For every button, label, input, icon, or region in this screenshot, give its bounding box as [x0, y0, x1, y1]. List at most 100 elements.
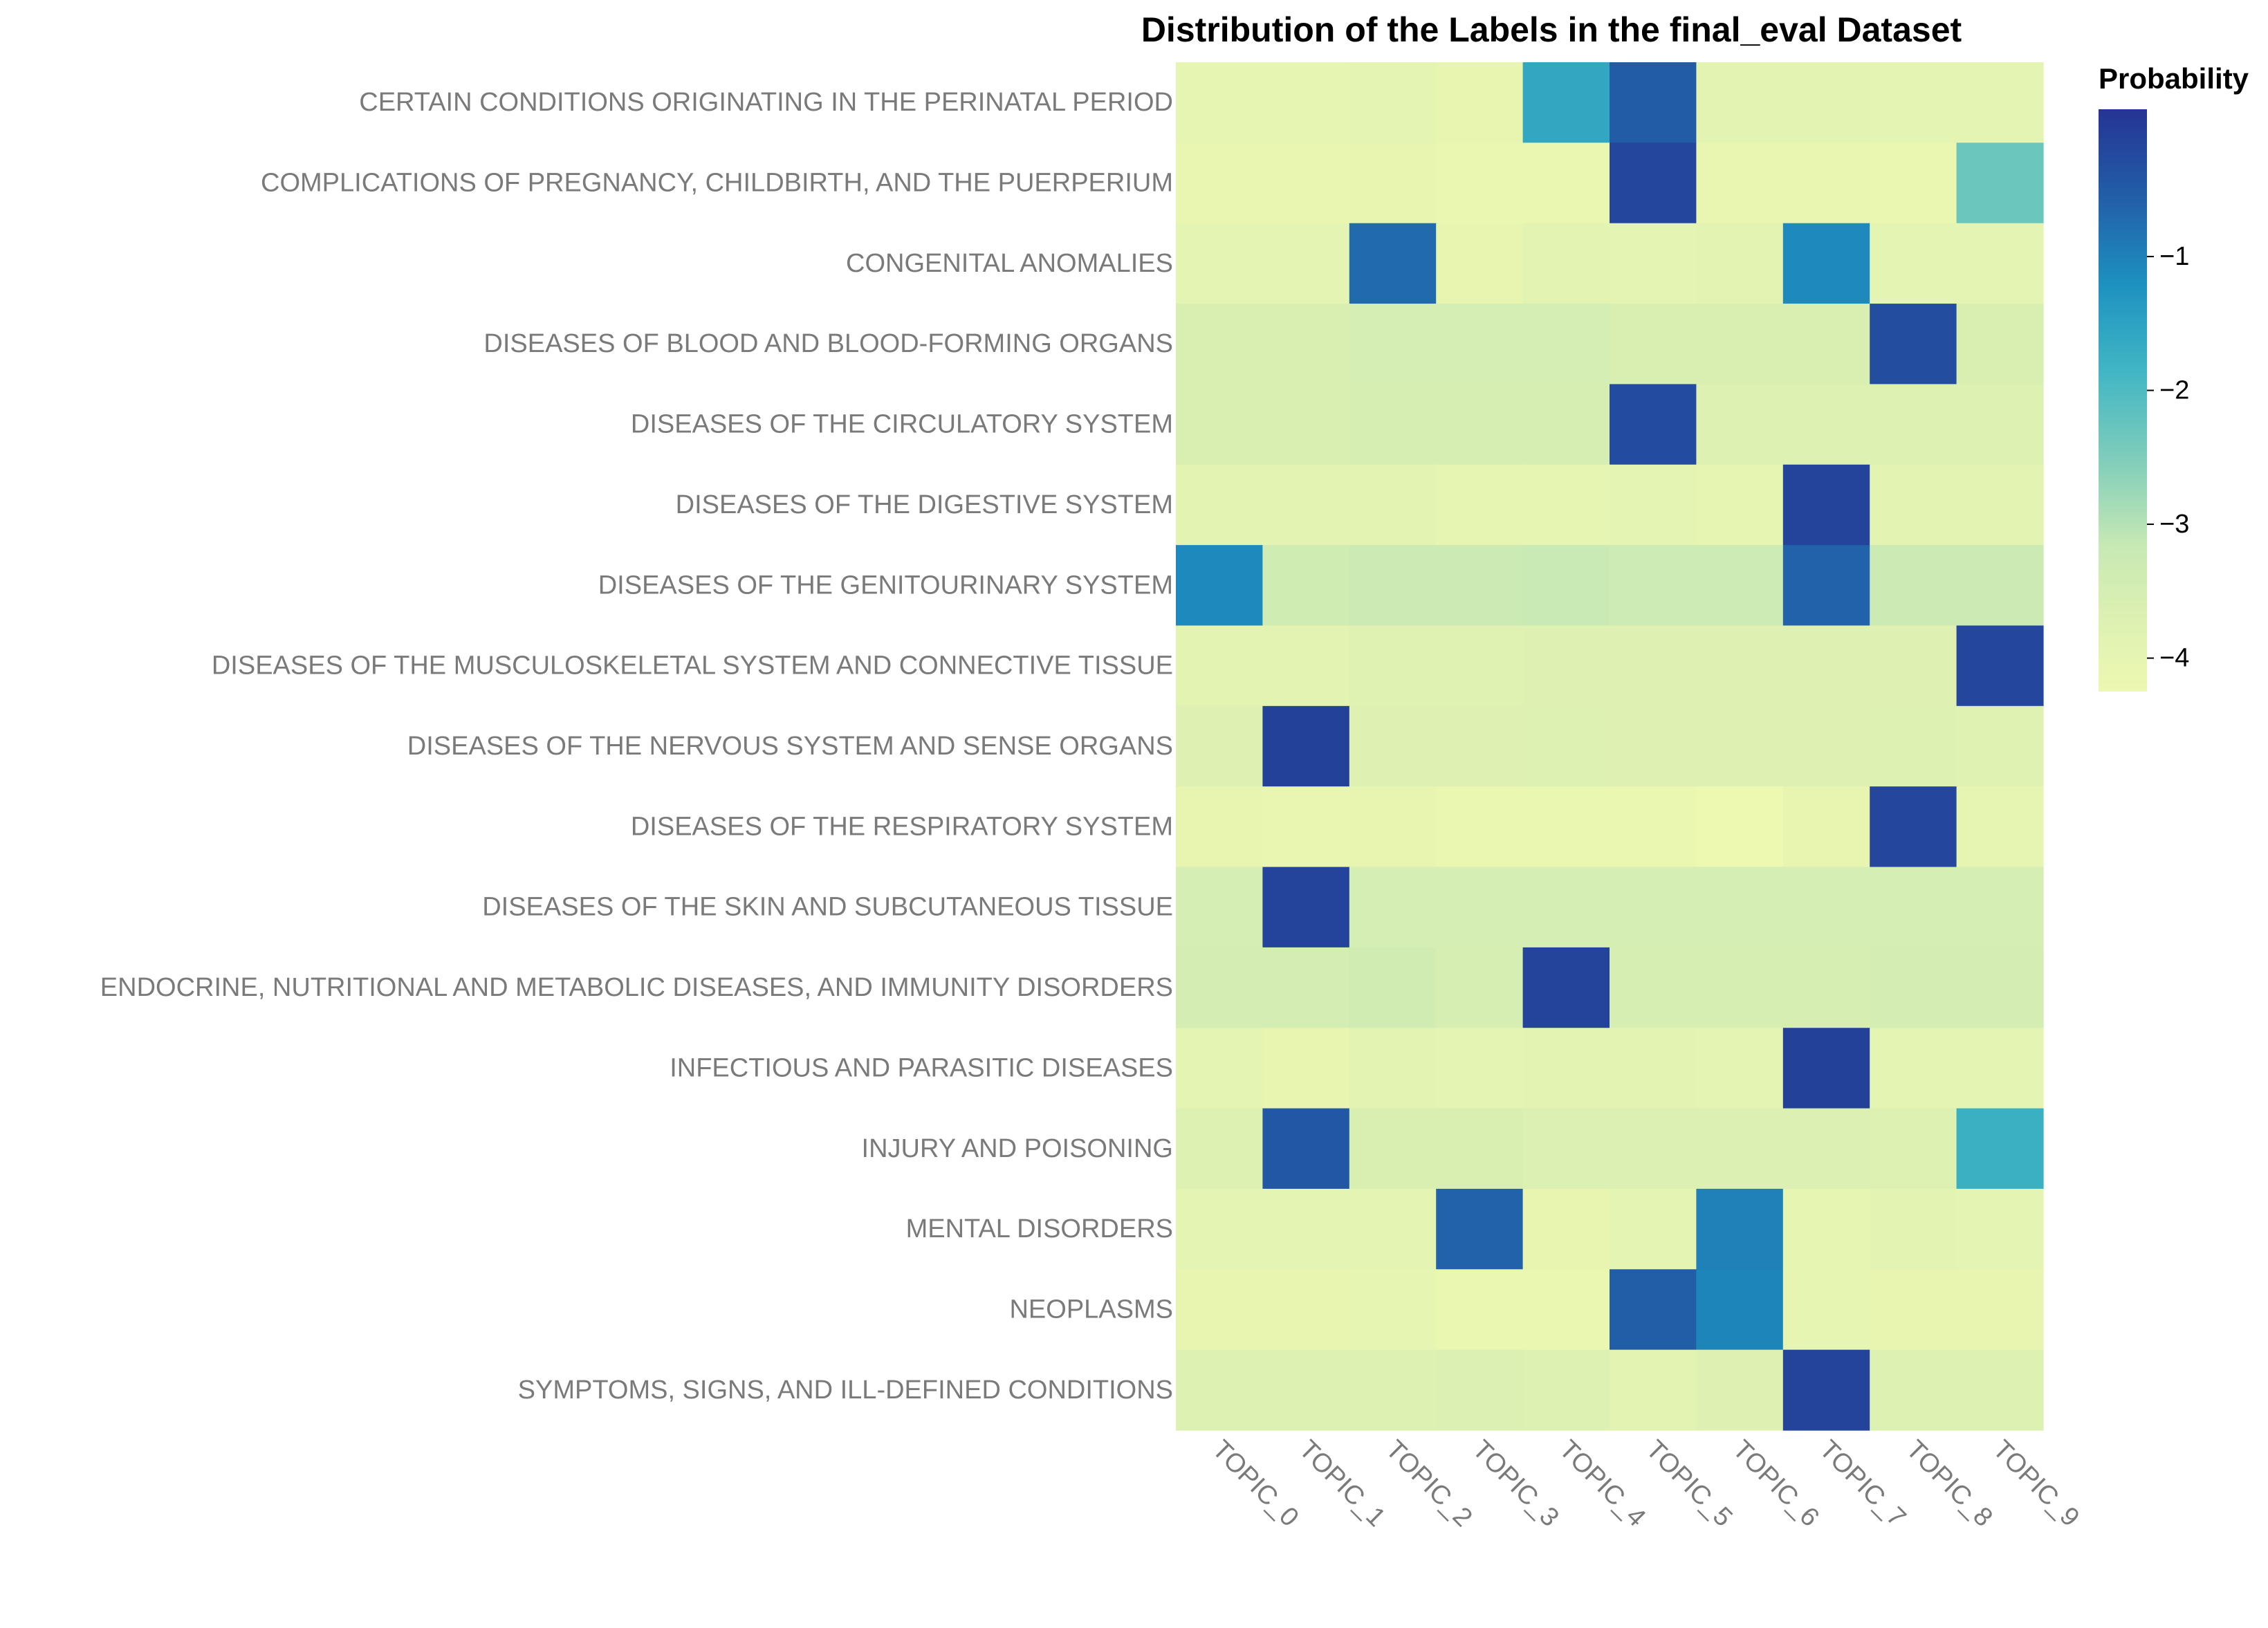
heatmap-cell [1349, 1188, 1437, 1270]
heatmap-cell [1522, 142, 1610, 224]
heatmap-cell [1262, 1108, 1350, 1190]
row-label: DISEASES OF THE DIGESTIVE SYSTEM [676, 490, 1173, 519]
heatmap-cell [1870, 1269, 1957, 1351]
heatmap-cell [1696, 1349, 1784, 1431]
heatmap-cell [1696, 1028, 1784, 1109]
heatmap-cell [1436, 223, 1524, 304]
heatmap-cell [1782, 947, 1870, 1028]
heatmap-cell [1522, 384, 1610, 465]
heatmap-cell [1610, 545, 1697, 627]
heatmap-cell [1870, 1349, 1957, 1431]
column-label: TOPIC_7 [1814, 1435, 1911, 1533]
heatmap-cell [1610, 384, 1697, 465]
column-label: TOPIC_9 [1987, 1435, 2085, 1533]
heatmap-cell [1696, 384, 1784, 465]
heatmap-cell [1262, 142, 1350, 224]
heatmap-cell [1782, 1349, 1870, 1431]
heatmap-cell [1782, 464, 1870, 546]
heatmap-cell [1610, 62, 1697, 143]
row-label: ENDOCRINE, NUTRITIONAL AND METABOLIC DIS… [100, 973, 1173, 1002]
heatmap-cell [1176, 1188, 1263, 1270]
heatmap-cell [1956, 1188, 2044, 1270]
column-label: TOPIC_1 [1293, 1435, 1391, 1533]
heatmap-cell [1436, 1028, 1524, 1109]
heatmap-cell [1696, 142, 1784, 224]
heatmap-cell [1956, 867, 2044, 948]
heatmap-cell [1436, 545, 1524, 627]
column-label: TOPIC_0 [1206, 1435, 1304, 1533]
heatmap-cell [1696, 545, 1784, 627]
heatmap-cell [1176, 545, 1263, 627]
heatmap-cell [1870, 705, 1957, 787]
heatmap-cell [1176, 705, 1263, 787]
heatmap-cell [1436, 867, 1524, 948]
heatmap-cell [1262, 62, 1350, 143]
heatmap-cell [1262, 545, 1350, 627]
row-label: DISEASES OF THE RESPIRATORY SYSTEM [631, 812, 1173, 841]
column-labels: TOPIC_0TOPIC_1TOPIC_2TOPIC_3TOPIC_4TOPIC… [1206, 1435, 2085, 1533]
heatmap-cell [1610, 142, 1697, 224]
heatmap-cell [1522, 1028, 1610, 1109]
row-label: SYMPTOMS, SIGNS, AND ILL-DEFINED CONDITI… [518, 1376, 1173, 1405]
heatmap-cell [1956, 947, 2044, 1028]
heatmap-cell [1956, 62, 2044, 143]
heatmap-cell [1436, 947, 1524, 1028]
heatmap-cell [1262, 223, 1350, 304]
heatmap-cell [1262, 1349, 1350, 1431]
heatmap-cell [1176, 223, 1263, 304]
heatmap-cell [1610, 223, 1697, 304]
heatmap-cell [1610, 1269, 1697, 1351]
heatmap-cell [1956, 1108, 2044, 1190]
heatmap-cell [1176, 142, 1263, 224]
heatmap-cell [1956, 1269, 2044, 1351]
heatmap-cell [1870, 62, 1957, 143]
legend-ticks: −1 −2 −3 −4 [2147, 242, 2189, 673]
heatmap-cell [1782, 705, 1870, 787]
heatmap-cell [1176, 786, 1263, 868]
heatmap-cell [1436, 142, 1524, 224]
legend-tick-label: −4 [2159, 644, 2189, 673]
row-label: NEOPLASMS [1009, 1295, 1173, 1324]
heatmap-cell [1436, 786, 1524, 868]
column-label: TOPIC_4 [1554, 1435, 1651, 1533]
heatmap-cell [1522, 1188, 1610, 1270]
heatmap-cell [1262, 786, 1350, 868]
heatmap-cell [1349, 867, 1437, 948]
heatmap-cell [1349, 705, 1437, 787]
heatmap-cell [1262, 947, 1350, 1028]
heatmap-cell [1522, 867, 1610, 948]
heatmap-cell [1262, 1269, 1350, 1351]
heatmap-cell [1782, 1108, 1870, 1190]
legend-tick-label: −2 [2159, 376, 2189, 405]
row-label: DISEASES OF THE GENITOURINARY SYSTEM [598, 571, 1173, 600]
heatmap-cell [1870, 304, 1957, 385]
heatmap-cell [1176, 867, 1263, 948]
heatmap-cell [1176, 625, 1263, 707]
heatmap-cell [1610, 1028, 1697, 1109]
heatmap-cell [1870, 464, 1957, 546]
legend-tick-label: −1 [2159, 242, 2189, 271]
heatmap-cell [1522, 62, 1610, 143]
heatmap-cell [1349, 142, 1437, 224]
legend-title: Probability [2099, 62, 2249, 95]
heatmap-cell [1782, 384, 1870, 465]
heatmap-cell [1696, 1108, 1784, 1190]
heatmap-cell [1522, 1349, 1610, 1431]
heatmap-cell [1696, 705, 1784, 787]
heatmap-cell [1696, 304, 1784, 385]
heatmap-cell [1349, 1028, 1437, 1109]
row-label: INJURY AND POISONING [862, 1134, 1173, 1163]
heatmap-cell [1696, 625, 1784, 707]
heatmap-cell [1782, 142, 1870, 224]
row-label: CONGENITAL ANOMALIES [846, 249, 1173, 278]
heatmap-cell [1696, 1188, 1784, 1270]
row-labels: CERTAIN CONDITIONS ORIGINATING IN THE PE… [100, 88, 1173, 1405]
row-label: DISEASES OF THE MUSCULOSKELETAL SYSTEM A… [212, 651, 1173, 681]
row-label: DISEASES OF THE SKIN AND SUBCUTANEOUS TI… [482, 893, 1173, 922]
heatmap-cell [1522, 464, 1610, 546]
heatmap-cell [1349, 384, 1437, 465]
heatmap-cell [1349, 545, 1437, 627]
heatmap-cell [1782, 62, 1870, 143]
heatmap-cell [1522, 1108, 1610, 1190]
heatmap-cell [1782, 625, 1870, 707]
